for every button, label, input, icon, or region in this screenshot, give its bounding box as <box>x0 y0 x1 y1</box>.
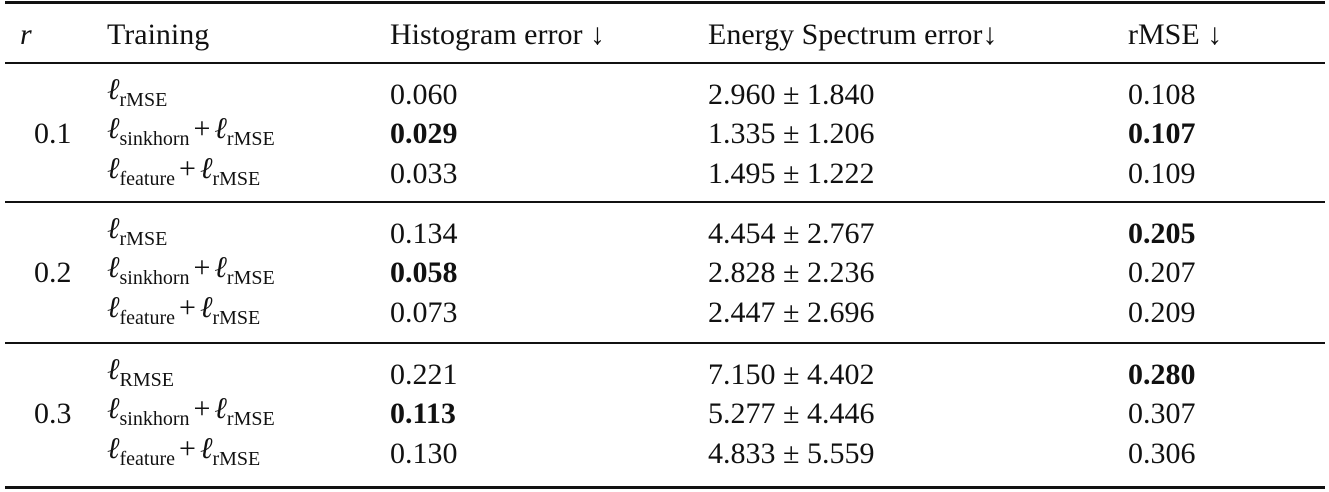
rmse-value: 0.205 <box>1128 217 1196 250</box>
energy-value: 5.277 ± 4.446 <box>708 397 875 430</box>
histogram-value: 0.060 <box>390 78 458 111</box>
operator: + <box>193 251 211 284</box>
header-cell: r <box>20 18 32 51</box>
loss-subscript: sinkhorn <box>119 267 190 289</box>
loss-subscript: feature <box>119 168 176 190</box>
rmse-value: 0.209 <box>1128 296 1196 329</box>
energy-value: 2.828 ± 2.236 <box>708 256 875 289</box>
histogram-value: 0.073 <box>390 296 458 329</box>
loss-subscript: rMSE <box>226 408 275 430</box>
loss-subscript: rMSE <box>119 228 168 250</box>
operator: + <box>179 291 196 324</box>
energy-value: 2.960 ± 1.840 <box>708 78 875 111</box>
training: ℓfeature + ℓrMSE <box>107 151 260 197</box>
energy-value: 2.447 ± 2.696 <box>708 296 875 329</box>
loss-symbol: ℓ <box>107 152 120 185</box>
loss-symbol: ℓ <box>107 291 120 324</box>
rmse-value: 0.109 <box>1128 157 1196 190</box>
training: ℓfeature + ℓrMSE <box>107 431 260 477</box>
histogram-value: 0.130 <box>390 437 458 470</box>
loss-symbol: ℓ <box>214 112 227 145</box>
r-value: 0.3 <box>34 397 72 430</box>
rmse-value: 0.108 <box>1128 78 1196 111</box>
rmse-value: 0.107 <box>1128 117 1196 150</box>
loss-subscript: rMSE <box>226 128 275 150</box>
loss-subscript: rMSE <box>212 448 261 470</box>
loss-subscript: feature <box>119 307 176 329</box>
rmse-value: 0.280 <box>1128 358 1196 391</box>
energy-value: 1.495 ± 1.222 <box>708 157 875 190</box>
histogram-value: 0.033 <box>390 157 458 190</box>
energy-value: 4.833 ± 5.559 <box>708 437 875 470</box>
operator: + <box>179 152 196 185</box>
energy-value: 1.335 ± 1.206 <box>708 117 875 150</box>
loss-symbol: ℓ <box>107 392 120 425</box>
header-rule <box>5 62 1325 64</box>
loss-subscript: RMSE <box>119 369 174 391</box>
r-value: 0.1 <box>34 117 72 150</box>
histogram-value: 0.221 <box>390 358 458 391</box>
loss-subscript: rMSE <box>212 168 261 190</box>
r-value: 0.2 <box>34 256 72 289</box>
energy-value: 4.454 ± 2.767 <box>708 217 875 250</box>
header-cell: Histogram error ↓ <box>390 18 605 51</box>
loss-symbol: ℓ <box>199 432 213 465</box>
training: ℓfeature + ℓrMSE <box>107 290 260 336</box>
training: ℓRMSE <box>107 352 174 398</box>
loss-subscript: sinkhorn <box>119 128 190 150</box>
histogram-value: 0.029 <box>390 117 458 150</box>
energy-value: 7.150 ± 4.402 <box>708 358 875 391</box>
loss-symbol: ℓ <box>107 251 120 284</box>
loss-symbol: ℓ <box>107 432 120 465</box>
loss-symbol: ℓ <box>107 353 120 386</box>
loss-symbol: ℓ <box>107 73 120 106</box>
training: ℓrMSE <box>107 72 167 118</box>
loss-symbol: ℓ <box>214 392 227 425</box>
operator: + <box>179 432 196 465</box>
header-cell: Training <box>107 18 210 51</box>
loss-symbol: ℓ <box>107 112 120 145</box>
group-rule <box>5 201 1325 203</box>
rmse-value: 0.306 <box>1128 437 1196 470</box>
histogram-value: 0.134 <box>390 217 458 250</box>
loss-symbol: ℓ <box>199 291 213 324</box>
operator: + <box>193 392 211 425</box>
operator: + <box>193 112 211 145</box>
training: ℓsinkhorn + ℓrMSE <box>107 391 275 437</box>
header-cell: Energy Spectrum error↓ <box>708 18 998 51</box>
rmse-value: 0.307 <box>1128 397 1196 430</box>
training: ℓsinkhorn + ℓrMSE <box>107 250 275 296</box>
rmse-value: 0.207 <box>1128 256 1196 289</box>
bottom-rule <box>5 486 1325 489</box>
loss-subscript: rMSE <box>212 307 261 329</box>
loss-subscript: feature <box>119 448 176 470</box>
top-rule <box>5 1 1325 4</box>
loss-subscript: sinkhorn <box>119 408 190 430</box>
loss-symbol: ℓ <box>199 152 213 185</box>
loss-subscript: rMSE <box>226 267 275 289</box>
loss-subscript: rMSE <box>119 89 168 111</box>
group-rule <box>5 342 1325 344</box>
histogram-value: 0.058 <box>390 256 458 289</box>
loss-symbol: ℓ <box>214 251 227 284</box>
header-cell: rMSE ↓ <box>1128 18 1223 51</box>
loss-symbol: ℓ <box>107 212 120 245</box>
training: ℓsinkhorn + ℓrMSE <box>107 111 275 157</box>
histogram-value: 0.113 <box>390 397 456 430</box>
training: ℓrMSE <box>107 211 167 257</box>
